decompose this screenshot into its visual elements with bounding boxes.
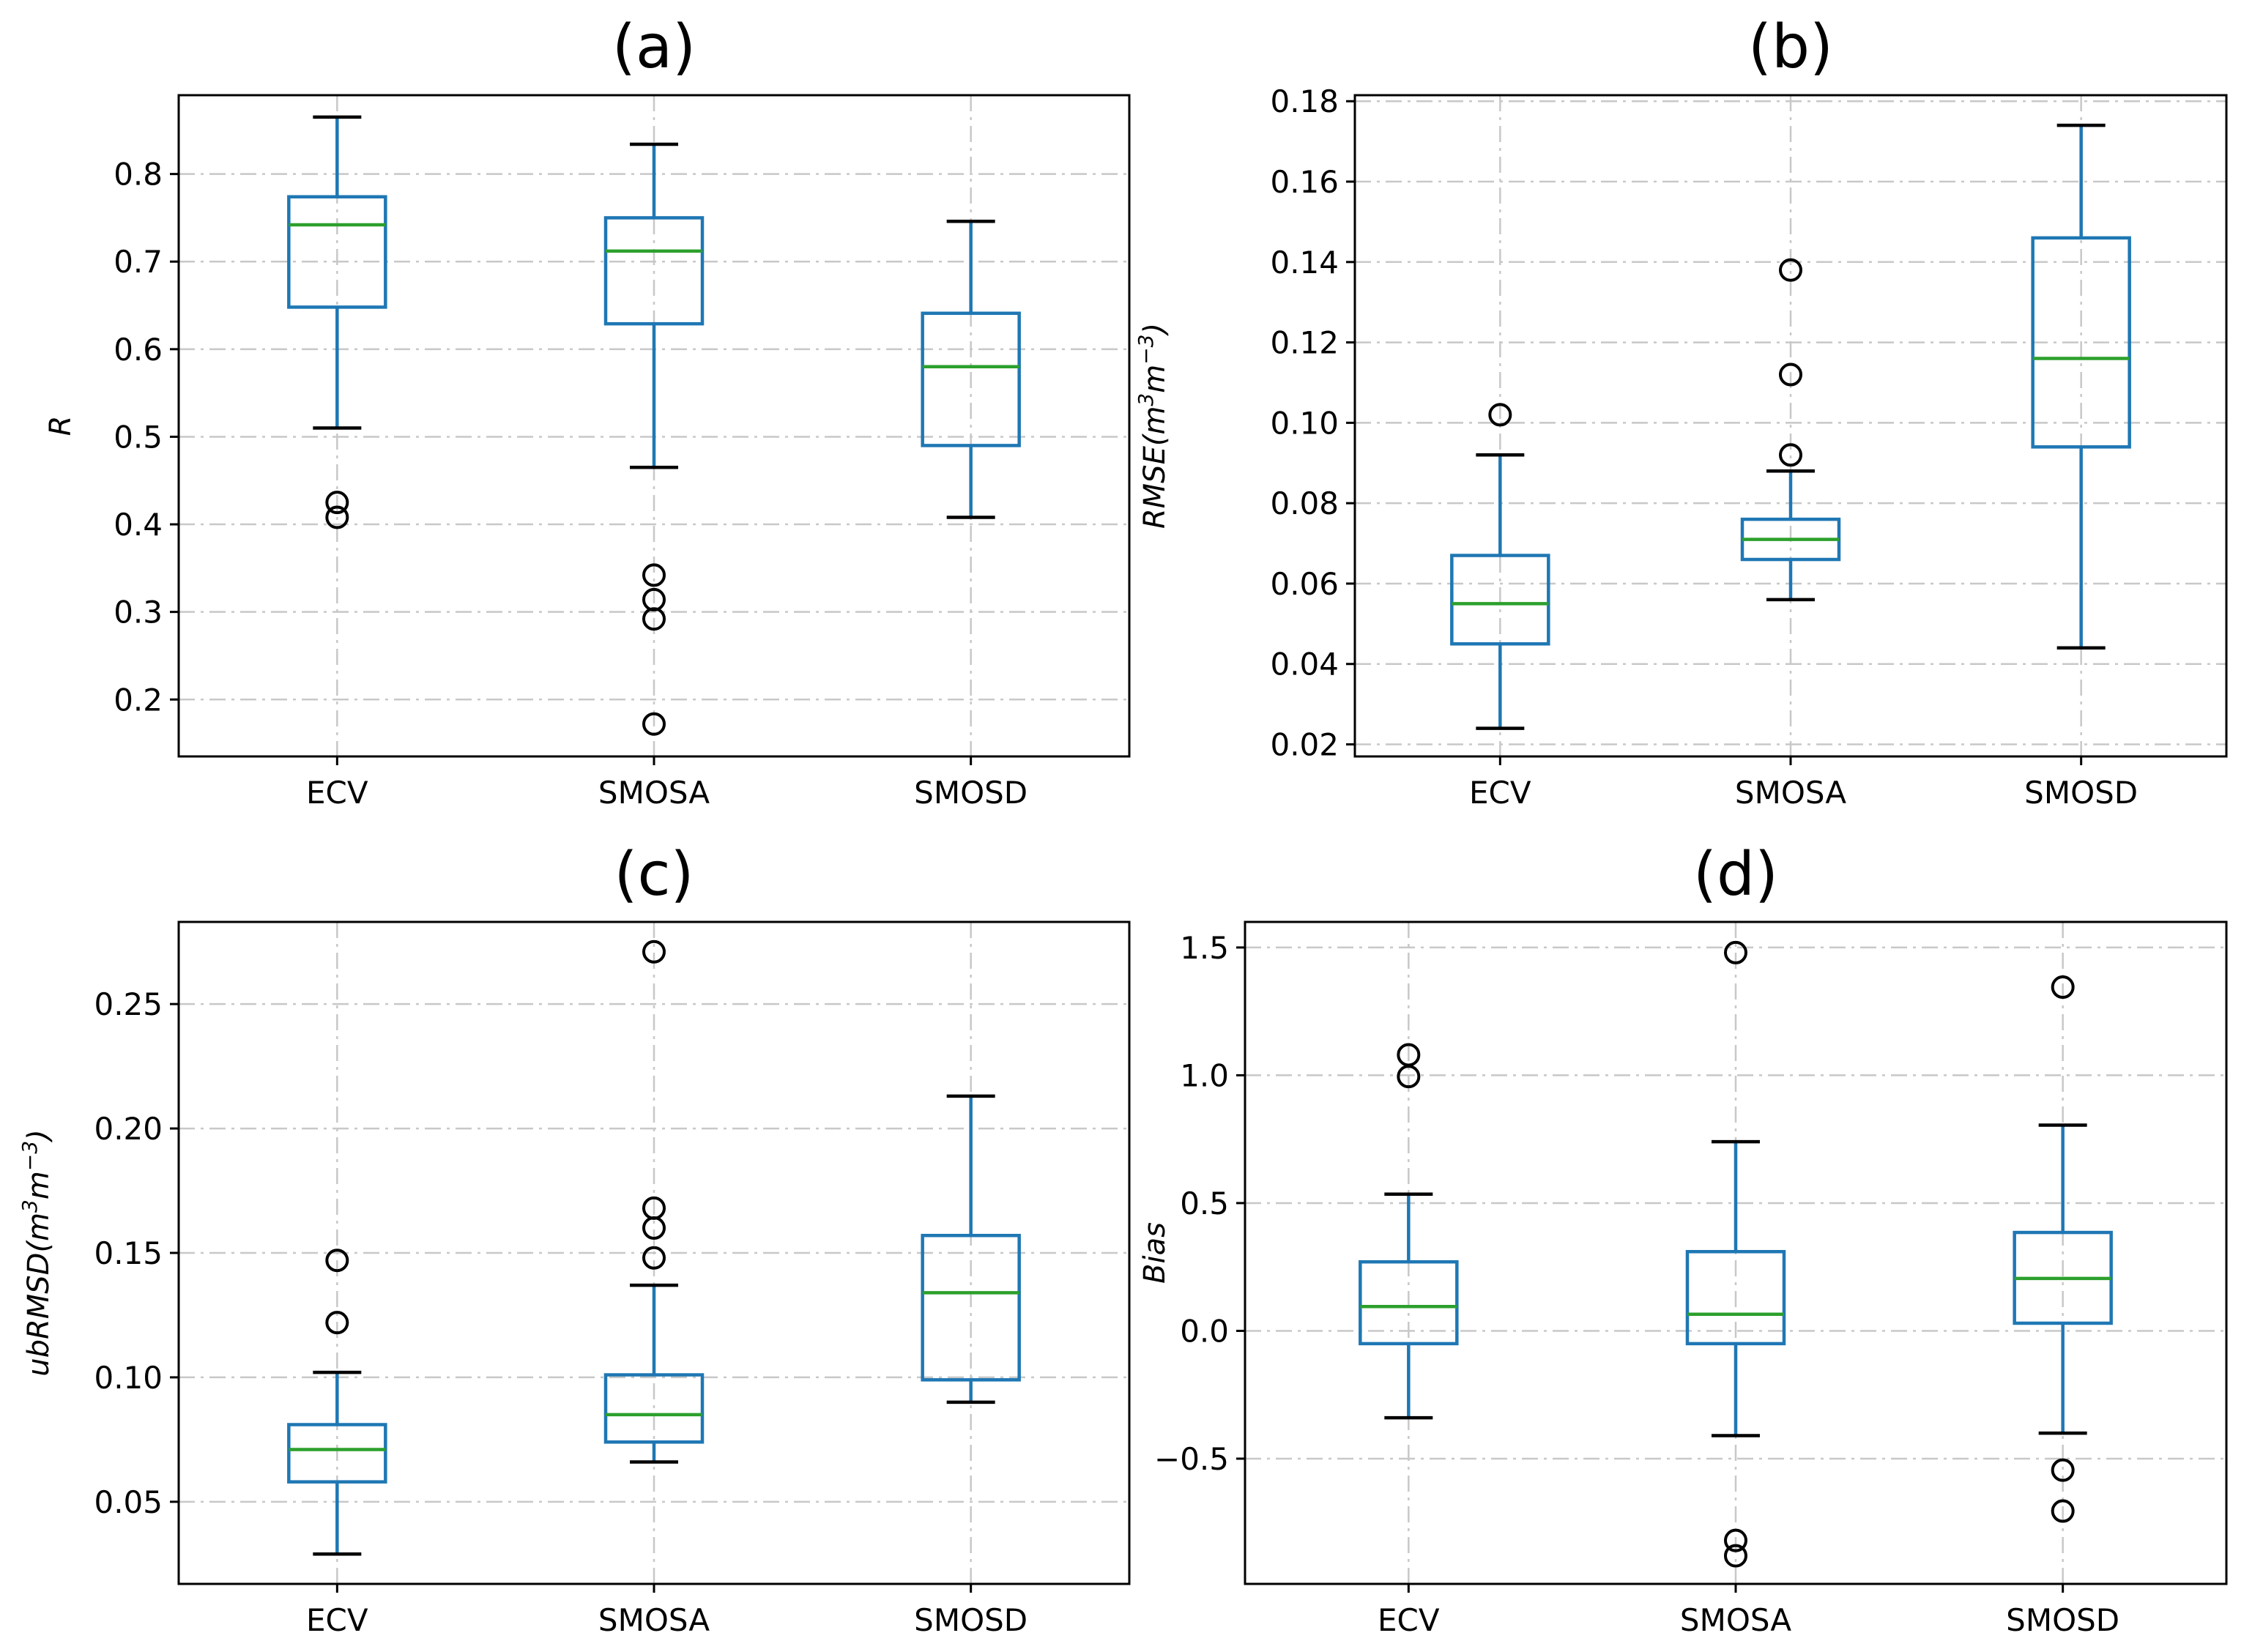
panel-d: −0.5 0.0 0.5 1.0 1.5 ECV SMOSA SMOSD (d) Bias xyxy=(1138,840,2228,1638)
x-tick-label: SMOSD xyxy=(914,775,1028,811)
panel-c: 0.05 0.10 0.15 0.20 0.25 ECV SMOSA SMOSD (c) ubRM… xyxy=(18,840,1131,1638)
panel-a: 0.2 0.3 0.4 0.5 0.6 0.7 0.8 ECV SMOSA SMOSD (a) R xyxy=(44,12,1131,811)
x-tick-label: ECV xyxy=(1378,1602,1440,1638)
x-tick-label: SMOSD xyxy=(2006,1602,2119,1638)
y-tick-label: 0.5 xyxy=(1180,1186,1229,1221)
y-tick-label: 0.16 xyxy=(1270,164,1339,200)
y-tick-label: 0.10 xyxy=(1270,405,1339,441)
y-tick-label: 0.05 xyxy=(94,1484,163,1520)
outlier-point xyxy=(325,491,349,515)
y-tick-label: 0.15 xyxy=(94,1235,163,1271)
x-tick-label: ECV xyxy=(306,775,368,811)
box-smosd xyxy=(921,311,1021,447)
y-tick-label: 1.5 xyxy=(1180,930,1229,966)
outlier-point xyxy=(2051,975,2075,1000)
outlier-point xyxy=(642,712,666,736)
y-tick-label: 0.18 xyxy=(1270,83,1339,119)
y-axis-label: R xyxy=(44,416,78,436)
y-tick-label: 0.5 xyxy=(114,419,163,455)
x-tick-label: SMOSA xyxy=(598,1602,710,1638)
x-tick-label: SMOSD xyxy=(2024,775,2138,811)
y-tick-label: 0.3 xyxy=(114,595,163,630)
outlier-point xyxy=(642,607,666,631)
box-ecv xyxy=(1450,554,1550,646)
panel-title: (c) xyxy=(614,840,694,909)
y-tick-label: 0.06 xyxy=(1270,566,1339,602)
y-tick-label: 0.6 xyxy=(114,332,163,368)
box-smosd xyxy=(2031,236,2131,449)
panel-title: (d) xyxy=(1693,840,1778,909)
y-tick-label: 0.0 xyxy=(1180,1313,1229,1349)
box-smosd xyxy=(921,1233,1021,1382)
outlier-point xyxy=(2051,1458,2075,1482)
y-tick-label: 0.08 xyxy=(1270,485,1339,521)
box-smosa xyxy=(603,1373,705,1444)
outlier-point xyxy=(642,940,666,964)
outlier-point xyxy=(325,1249,349,1273)
x-tick-label: ECV xyxy=(306,1602,368,1638)
y-tick-label: 0.14 xyxy=(1270,245,1339,280)
y-tick-label: 0.2 xyxy=(114,682,163,718)
y-tick-label: 0.7 xyxy=(114,244,163,280)
y-tick-label: 0.20 xyxy=(94,1111,163,1147)
x-tick-label: SMOSD xyxy=(914,1602,1028,1638)
outlier-point xyxy=(1724,1528,1747,1552)
outlier-point xyxy=(1779,443,1802,467)
y-axis-label: Bias xyxy=(1138,1222,1172,1284)
plot-frame xyxy=(1244,920,2228,1585)
outlier-point xyxy=(1488,403,1512,427)
y-tick-label: 0.4 xyxy=(114,507,163,543)
panel-b: 0.02 0.04 0.06 0.08 0.10 0.12 0.14 0.16 0.18 ECV S… xyxy=(1134,12,2228,811)
panel-title: (b) xyxy=(1748,12,1833,82)
y-axis-label: RMSE(m3m−3) xyxy=(1134,323,1173,529)
box-ecv xyxy=(287,195,387,309)
y-tick-label: 0.04 xyxy=(1270,647,1339,682)
y-axis-label: ubRMSD(m3m−3) xyxy=(18,1129,56,1377)
plot-frame xyxy=(177,94,1131,758)
y-tick-label: 0.12 xyxy=(1270,325,1339,361)
outlier-point xyxy=(1724,940,1747,964)
box-ecv xyxy=(1359,1260,1459,1346)
outlier-point xyxy=(325,505,349,529)
plot-frame xyxy=(177,920,1131,1585)
outlier-point xyxy=(325,1311,349,1335)
outlier-point xyxy=(642,1216,666,1240)
outlier-point xyxy=(642,1246,666,1270)
box-ecv xyxy=(287,1423,387,1484)
outlier-point xyxy=(2051,1499,2075,1523)
outlier-point xyxy=(642,563,666,587)
outlier-point xyxy=(1779,258,1802,282)
outlier-point xyxy=(1779,362,1802,387)
x-tick-label: ECV xyxy=(1469,775,1531,811)
x-tick-label: SMOSA xyxy=(598,775,710,811)
y-tick-label: −0.5 xyxy=(1154,1441,1229,1477)
plot-frame xyxy=(1353,94,2228,758)
y-tick-label: 0.10 xyxy=(94,1360,163,1396)
x-tick-label: SMOSA xyxy=(1735,775,1846,811)
y-tick-label: 0.02 xyxy=(1270,727,1339,763)
x-tick-label: SMOSA xyxy=(1680,1602,1791,1638)
y-tick-label: 1.0 xyxy=(1180,1057,1229,1093)
outlier-point xyxy=(1724,1544,1747,1568)
y-tick-label: 0.8 xyxy=(114,157,163,193)
outlier-point xyxy=(1397,1065,1421,1089)
box-smosa xyxy=(603,216,705,326)
panel-title: (a) xyxy=(612,12,696,82)
box-smosa xyxy=(1685,1250,1786,1346)
y-tick-label: 0.25 xyxy=(94,986,163,1022)
